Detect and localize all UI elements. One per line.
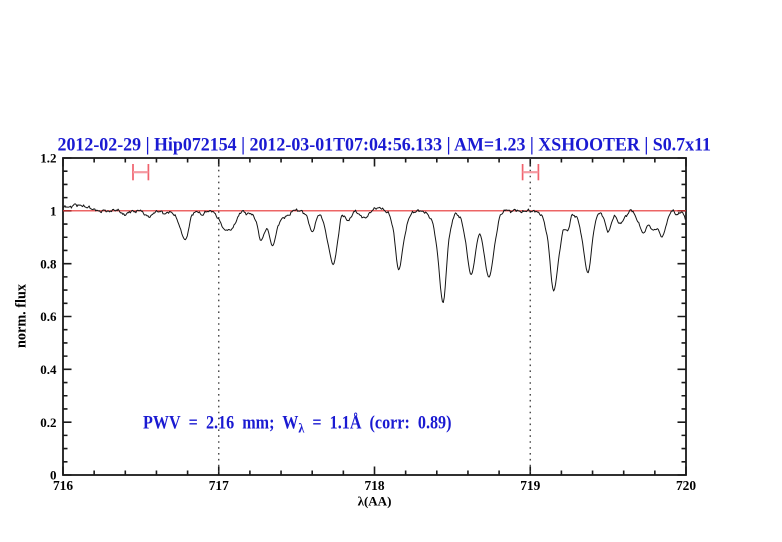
svg-text:0: 0 [50,468,57,483]
svg-text:0.8: 0.8 [40,256,57,271]
svg-text:2012-02-29 | Hip072154 | 2012-: 2012-02-29 | Hip072154 | 2012-03-01T07:0… [58,135,712,156]
svg-text:PWV = 2.16 mm; Wλ = 1.1Å: PWV = 2.16 mm; Wλ = 1.1Å (corr: 0.89) [143,413,452,437]
svg-text:0.2: 0.2 [40,415,56,430]
svg-text:norm. flux: norm. flux [14,284,30,348]
svg-text:720: 720 [676,478,696,493]
svg-text:717: 717 [209,478,229,493]
svg-text:0.6: 0.6 [40,309,57,324]
svg-text:718: 718 [364,478,384,493]
svg-text:1.2: 1.2 [40,151,56,166]
svg-text:716: 716 [53,478,73,493]
svg-text:1: 1 [50,203,57,218]
svg-text:λ(AA): λ(AA) [358,494,392,509]
svg-text:719: 719 [520,478,540,493]
svg-text:0.4: 0.4 [40,362,57,377]
